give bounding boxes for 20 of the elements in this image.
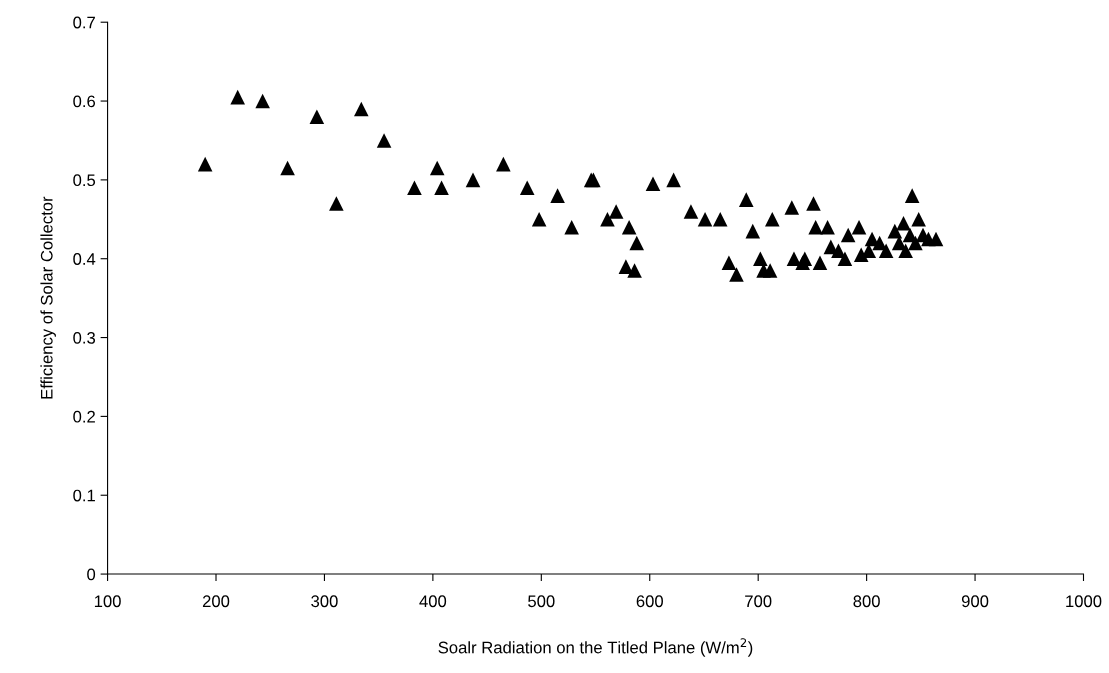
x-tick-label: 500 [528,595,555,608]
y-tick-label: 0.4 [73,253,96,265]
y-tick-label: 0.2 [73,410,95,423]
x-tick-label: 1000 [1066,595,1102,608]
y-tick-label: 0.5 [73,174,96,187]
y-tick-label: 0.6 [73,95,96,108]
x-tick-label: 300 [311,595,338,608]
x-tick-label: 100 [94,595,121,608]
y-tick-label: 0 [87,568,96,581]
x-axis-title: Soalr Radiation on the Titled Plane (W/m$^{2}$) [438,638,753,657]
x-tick-label: 400 [419,595,447,608]
y-axis-title: Efficiency of Solar Collector [40,196,56,399]
x-tick-label: 900 [961,595,989,608]
x-tick-label: 600 [636,595,663,608]
x-tick-label: 800 [853,595,880,608]
x-tick-label: 700 [745,595,772,608]
y-tick-label: 0.7 [73,16,95,29]
y-tick-label: 0.1 [73,489,95,502]
y-tick-label: 0.3 [73,331,96,344]
x-tick-label: 200 [202,595,230,608]
